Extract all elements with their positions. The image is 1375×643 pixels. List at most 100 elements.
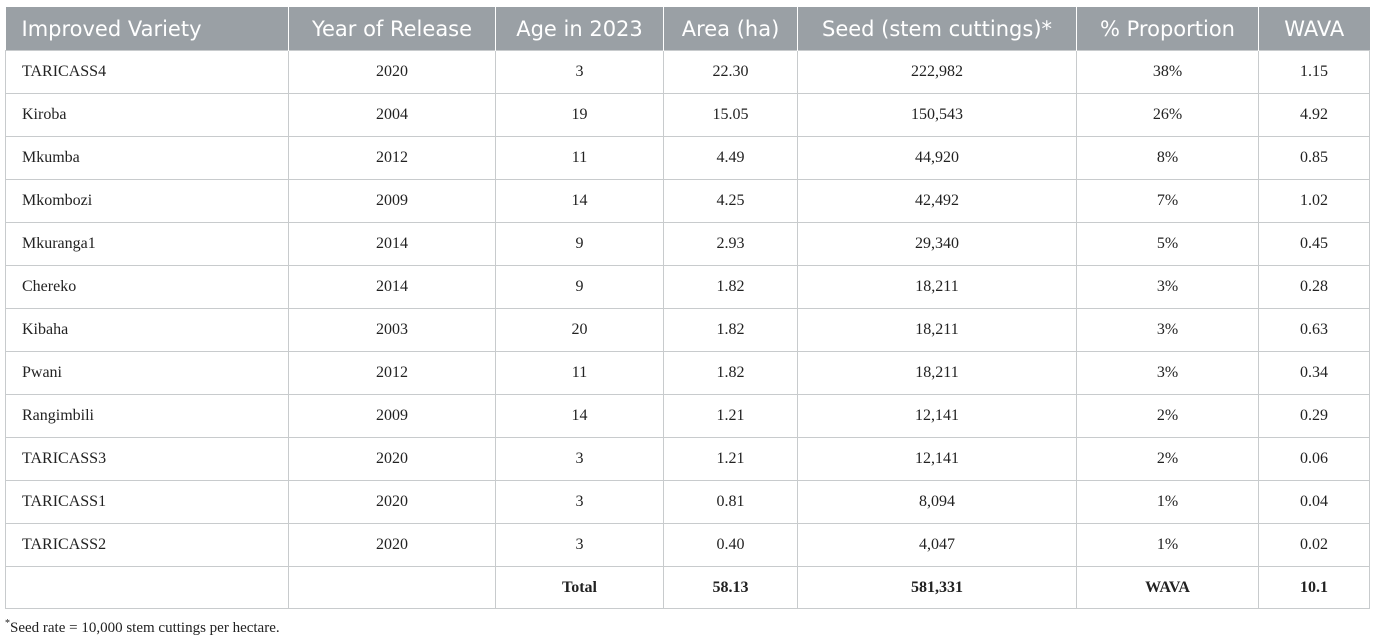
column-header-year: Year of Release [288, 7, 496, 51]
total-cell-variety [5, 566, 289, 609]
cell-wava: 0.45 [1258, 222, 1370, 266]
cell-age: 3 [495, 50, 664, 94]
table-row: Mkumba 2012 11 4.49 44,920 8% 0.85 [5, 136, 1370, 180]
cell-seed: 44,920 [797, 136, 1077, 180]
column-header-area: Area (ha) [663, 7, 798, 51]
cell-seed: 18,211 [797, 351, 1077, 395]
cell-area: 22.30 [663, 50, 798, 94]
cell-area: 15.05 [663, 93, 798, 137]
header-row: Improved Variety Year of Release Age in 20… [5, 7, 1370, 51]
table-row: TARICASS1 2020 3 0.81 8,094 1% 0.04 [5, 480, 1370, 524]
data-table-container: Improved Variety Year of Release Age in 20… [5, 7, 1370, 609]
cell-proportion: 7% [1076, 179, 1259, 223]
table-row: Mkombozi 2009 14 4.25 42,492 7% 1.02 [5, 179, 1370, 223]
total-cell-proportion: WAVA [1076, 566, 1259, 609]
table-header: Improved Variety Year of Release Age in 20… [5, 7, 1370, 51]
cell-proportion: 3% [1076, 351, 1259, 395]
cell-area: 1.82 [663, 265, 798, 309]
cell-year: 2020 [288, 50, 496, 94]
cell-seed: 8,094 [797, 480, 1077, 524]
total-cell-area: 58.13 [663, 566, 798, 609]
cell-seed: 18,211 [797, 265, 1077, 309]
cell-age: 20 [495, 308, 664, 352]
cell-age: 3 [495, 437, 664, 481]
cell-year: 2004 [288, 93, 496, 137]
cell-year: 2014 [288, 222, 496, 266]
cell-year: 2012 [288, 136, 496, 180]
table-row: TARICASS4 2020 3 22.30 222,982 38% 1.15 [5, 50, 1370, 94]
cell-proportion: 1% [1076, 523, 1259, 567]
cell-year: 2014 [288, 265, 496, 309]
cell-area: 4.25 [663, 179, 798, 223]
variety-table: Improved Variety Year of Release Age in 20… [5, 7, 1370, 609]
cell-area: 2.93 [663, 222, 798, 266]
cell-wava: 0.06 [1258, 437, 1370, 481]
cell-proportion: 2% [1076, 437, 1259, 481]
column-header-age: Age in 2023 [495, 7, 664, 51]
table-row: TARICASS3 2020 3 1.21 12,141 2% 0.06 [5, 437, 1370, 481]
cell-variety: Kibaha [5, 308, 289, 352]
cell-seed: 29,340 [797, 222, 1077, 266]
cell-variety: Chereko [5, 265, 289, 309]
table-row: Kibaha 2003 20 1.82 18,211 3% 0.63 [5, 308, 1370, 352]
table-row: Pwani 2012 11 1.82 18,211 3% 0.34 [5, 351, 1370, 395]
cell-year: 2012 [288, 351, 496, 395]
cell-seed: 222,982 [797, 50, 1077, 94]
cell-year: 2003 [288, 308, 496, 352]
cell-wava: 4.92 [1258, 93, 1370, 137]
cell-age: 14 [495, 179, 664, 223]
table-row: Rangimbili 2009 14 1.21 12,141 2% 0.29 [5, 394, 1370, 438]
cell-variety: TARICASS4 [5, 50, 289, 94]
cell-area: 1.82 [663, 351, 798, 395]
cell-wava: 1.02 [1258, 179, 1370, 223]
footnote-text: Seed rate = 10,000 stem cuttings per hec… [10, 620, 280, 636]
cell-proportion: 2% [1076, 394, 1259, 438]
table-row: TARICASS2 2020 3 0.40 4,047 1% 0.02 [5, 523, 1370, 567]
cell-year: 2009 [288, 394, 496, 438]
cell-variety: Mkumba [5, 136, 289, 180]
cell-wava: 0.63 [1258, 308, 1370, 352]
cell-variety: TARICASS3 [5, 437, 289, 481]
cell-proportion: 5% [1076, 222, 1259, 266]
cell-variety: Pwani [5, 351, 289, 395]
column-header-proportion: % Proportion [1076, 7, 1259, 51]
table-footnote: *Seed rate = 10,000 stem cuttings per he… [5, 618, 280, 637]
cell-age: 3 [495, 480, 664, 524]
total-row: Total 58.13 581,331 WAVA 10.1 [5, 566, 1370, 609]
footnote-marker: * [5, 618, 10, 629]
cell-wava: 0.02 [1258, 523, 1370, 567]
cell-age: 9 [495, 265, 664, 309]
cell-age: 19 [495, 93, 664, 137]
table-row: Chereko 2014 9 1.82 18,211 3% 0.28 [5, 265, 1370, 309]
cell-area: 1.82 [663, 308, 798, 352]
cell-area: 4.49 [663, 136, 798, 180]
cell-wava: 0.04 [1258, 480, 1370, 524]
cell-area: 0.40 [663, 523, 798, 567]
total-cell-seed: 581,331 [797, 566, 1077, 609]
cell-wava: 0.85 [1258, 136, 1370, 180]
cell-wava: 0.28 [1258, 265, 1370, 309]
cell-seed: 42,492 [797, 179, 1077, 223]
cell-proportion: 26% [1076, 93, 1259, 137]
cell-seed: 150,543 [797, 93, 1077, 137]
cell-proportion: 3% [1076, 308, 1259, 352]
cell-seed: 12,141 [797, 437, 1077, 481]
cell-variety: TARICASS1 [5, 480, 289, 524]
cell-variety: Mkombozi [5, 179, 289, 223]
cell-seed: 18,211 [797, 308, 1077, 352]
cell-proportion: 38% [1076, 50, 1259, 94]
cell-wava: 0.29 [1258, 394, 1370, 438]
cell-age: 14 [495, 394, 664, 438]
cell-age: 11 [495, 351, 664, 395]
cell-age: 3 [495, 523, 664, 567]
cell-age: 11 [495, 136, 664, 180]
cell-wava: 0.34 [1258, 351, 1370, 395]
cell-variety: Mkuranga1 [5, 222, 289, 266]
cell-age: 9 [495, 222, 664, 266]
cell-year: 2020 [288, 437, 496, 481]
table-body: TARICASS4 2020 3 22.30 222,982 38% 1.15 Kiroba 2… [5, 50, 1370, 609]
column-header-seed: Seed (stem cuttings)* [797, 7, 1077, 51]
column-header-variety: Improved Variety [5, 7, 289, 51]
cell-proportion: 8% [1076, 136, 1259, 180]
cell-year: 2020 [288, 523, 496, 567]
